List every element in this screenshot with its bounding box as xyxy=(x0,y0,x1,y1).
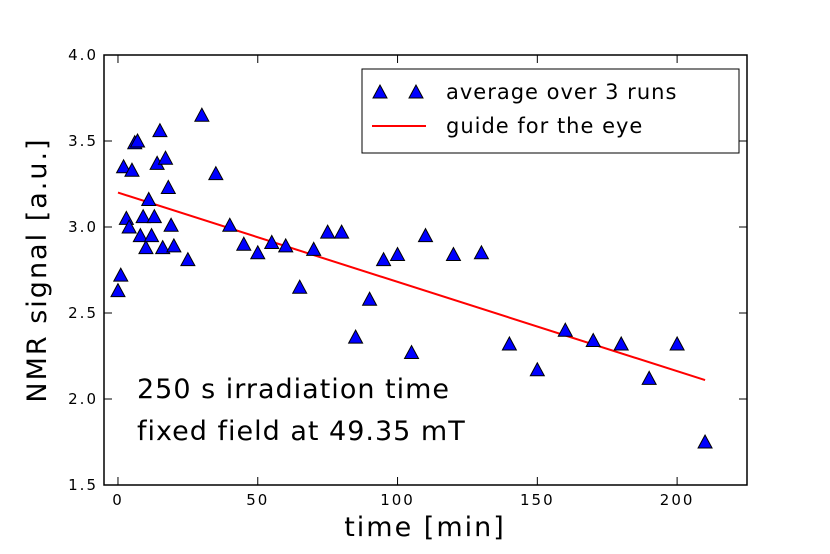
legend-marker-triangle-1 xyxy=(372,83,388,99)
y-axis-title: NMR signal [a.u.] xyxy=(22,137,53,402)
data-point xyxy=(121,218,137,234)
data-point xyxy=(112,267,129,282)
data-point xyxy=(473,244,490,260)
y-tick-label: 3.0 xyxy=(68,218,98,236)
data-point xyxy=(291,279,308,294)
data-point xyxy=(277,237,294,253)
data-point xyxy=(529,361,546,377)
data-point xyxy=(263,234,280,249)
data-point xyxy=(180,251,196,267)
data-point xyxy=(249,244,266,260)
data-point xyxy=(417,227,434,243)
data-point xyxy=(347,329,364,344)
data-point xyxy=(557,322,574,337)
annotation-irradiation: 250 s irradiation time xyxy=(137,374,450,405)
y-tick-label: 3.5 xyxy=(68,132,98,150)
data-point xyxy=(124,162,140,177)
y-tick-label: 2.5 xyxy=(68,304,98,322)
data-point xyxy=(152,122,168,138)
x-tick-label: 150 xyxy=(520,491,555,509)
data-point xyxy=(501,335,518,351)
data-point xyxy=(154,239,171,255)
data-point xyxy=(157,150,174,165)
data-point xyxy=(146,208,163,224)
data-point xyxy=(135,208,151,224)
data-point xyxy=(129,132,146,148)
data-point xyxy=(140,191,157,206)
data-point xyxy=(138,239,154,255)
data-point xyxy=(235,236,252,251)
data-point xyxy=(163,217,179,232)
guide-line xyxy=(117,191,706,382)
y-tick-label: 4.0 xyxy=(68,46,98,64)
data-point xyxy=(118,210,135,225)
data-point xyxy=(319,224,336,239)
annotation-field: fixed field at 49.35 mT xyxy=(137,416,466,447)
data-point xyxy=(389,246,406,262)
data-point xyxy=(697,433,713,449)
data-point xyxy=(669,335,685,351)
x-tick-label: 100 xyxy=(380,491,415,509)
x-tick-label: 0 xyxy=(112,491,124,509)
data-series xyxy=(110,107,713,449)
data-point xyxy=(143,227,160,243)
y-tick-label: 2.0 xyxy=(68,390,98,408)
data-point xyxy=(375,251,392,267)
data-point xyxy=(585,332,602,348)
data-point xyxy=(305,241,322,256)
data-point xyxy=(110,282,126,298)
data-point xyxy=(160,179,177,194)
y-tick-label: 1.5 xyxy=(68,476,98,494)
data-point xyxy=(613,335,630,351)
legend-label-average: average over 3 runs xyxy=(446,80,677,104)
data-point xyxy=(333,224,350,239)
data-point xyxy=(221,217,238,232)
data-point xyxy=(166,237,182,253)
legend: average over 3 runs guide for the eye xyxy=(361,68,740,154)
legend-box xyxy=(361,68,740,154)
data-point xyxy=(641,370,657,385)
x-tick-label: 50 xyxy=(246,491,269,509)
data-point xyxy=(132,227,149,243)
data-point xyxy=(207,165,224,181)
data-point xyxy=(194,107,210,122)
data-point xyxy=(445,246,462,262)
x-tick-label: 200 xyxy=(660,491,695,509)
data-point xyxy=(403,344,420,360)
x-axis-title: time [min] xyxy=(344,512,506,543)
data-point xyxy=(361,291,378,306)
legend-marker-triangle-2 xyxy=(408,83,424,99)
plot-frame xyxy=(103,54,748,486)
axis-ticks: 0 50 100 150 200 1.5 2.0 2.5 3.0 3.5 4.0 xyxy=(68,46,747,509)
legend-label-guide: guide for the eye xyxy=(446,114,643,138)
data-point xyxy=(115,158,132,174)
